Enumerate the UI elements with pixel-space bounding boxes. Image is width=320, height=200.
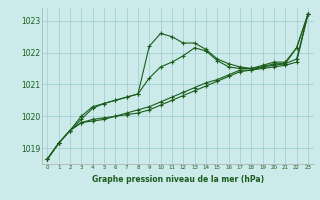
X-axis label: Graphe pression niveau de la mer (hPa): Graphe pression niveau de la mer (hPa) — [92, 175, 264, 184]
